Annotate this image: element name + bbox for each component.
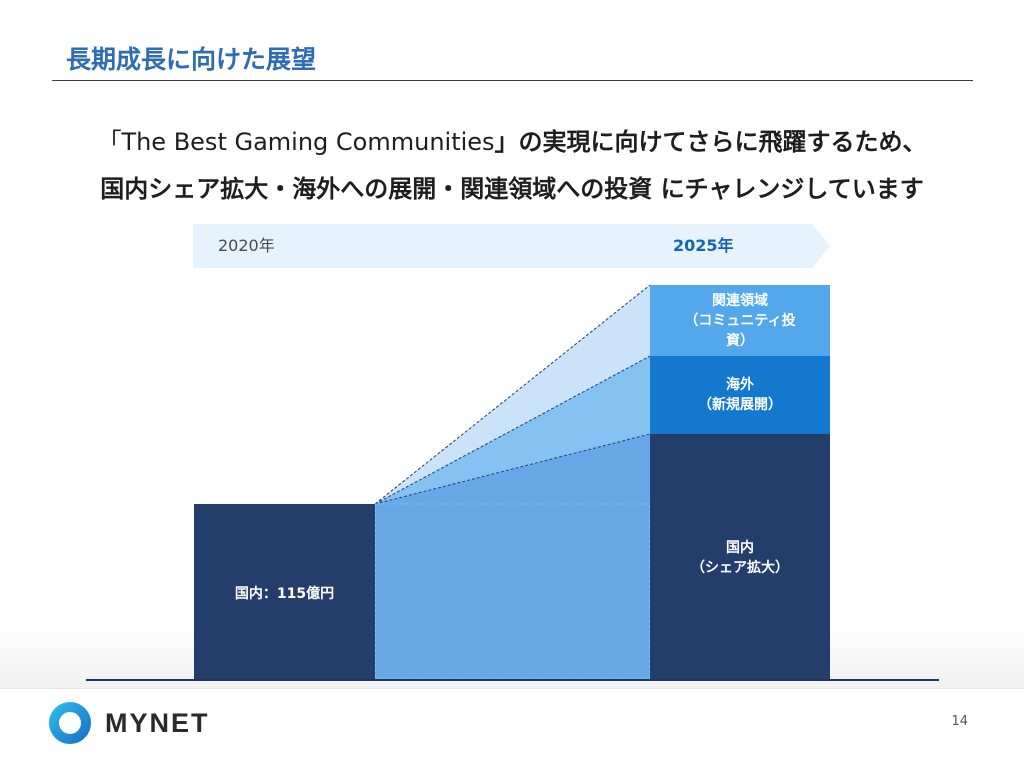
headline-line-1-rest: 」の実現に向けてさらに飛躍するため、 bbox=[494, 128, 927, 156]
bar-2025-domestic bbox=[650, 434, 830, 679]
bar-2025-related bbox=[650, 285, 830, 356]
domestic-segment-label: 国内 （シェア拡大） bbox=[650, 538, 830, 578]
dashed-guide-top bbox=[374, 284, 651, 505]
related-label-line-3: 資） bbox=[726, 333, 754, 349]
headline-brand: The Best Gaming Communities bbox=[121, 128, 495, 156]
headline-line-2-main: 国内シェア拡大・海外への展開・関連領域への投資 bbox=[100, 175, 653, 203]
timeline-arrow bbox=[193, 224, 830, 268]
domestic-growth-area bbox=[375, 434, 650, 679]
overseas-segment-label: 海外 （新規展開） bbox=[650, 375, 830, 415]
title-underline bbox=[52, 80, 973, 81]
footer-divider bbox=[0, 688, 1024, 689]
headline-open-bracket: 「 bbox=[97, 128, 122, 156]
company-logo: MYNET bbox=[47, 700, 210, 746]
value-2020-label: 国内：115億円 bbox=[234, 586, 335, 602]
dashed-guide-lower bbox=[374, 433, 651, 505]
domestic-label-line-2: （シェア拡大） bbox=[691, 560, 789, 576]
headline-line-2-tail: にチャレンジしています bbox=[652, 175, 924, 203]
related-label-line-1: 関連領域 bbox=[712, 293, 768, 309]
headline-line-2: 国内シェア拡大・海外への展開・関連領域への投資 にチャレンジしています bbox=[0, 169, 1024, 204]
headline-line-1: 「The Best Gaming Communities」の実現に向けてさらに飛… bbox=[0, 122, 1024, 157]
bar-2020-domestic bbox=[194, 504, 375, 679]
overseas-label-line-1: 海外 bbox=[726, 377, 754, 393]
timeline-start-label: 2020年 bbox=[218, 236, 275, 255]
related-segment-label: 関連領域 （コミュニティ投 資） bbox=[650, 291, 830, 351]
overseas-label-line-2: （新規展開） bbox=[698, 397, 782, 413]
baseline-axis bbox=[86, 679, 939, 681]
domestic-label-line-1: 国内 bbox=[726, 540, 754, 556]
page-number: 14 bbox=[951, 714, 968, 729]
timeline-end-label: 2025年 bbox=[673, 236, 734, 255]
slide-title: 長期成長に向けた展望 bbox=[66, 45, 317, 74]
dashed-guide-middle bbox=[374, 355, 651, 505]
logo-ring-icon bbox=[49, 702, 91, 744]
logo-wordmark: MYNET bbox=[105, 707, 210, 738]
bar-2025-overseas bbox=[650, 356, 830, 434]
related-label-line-2: （コミュニティ投 bbox=[684, 313, 796, 329]
